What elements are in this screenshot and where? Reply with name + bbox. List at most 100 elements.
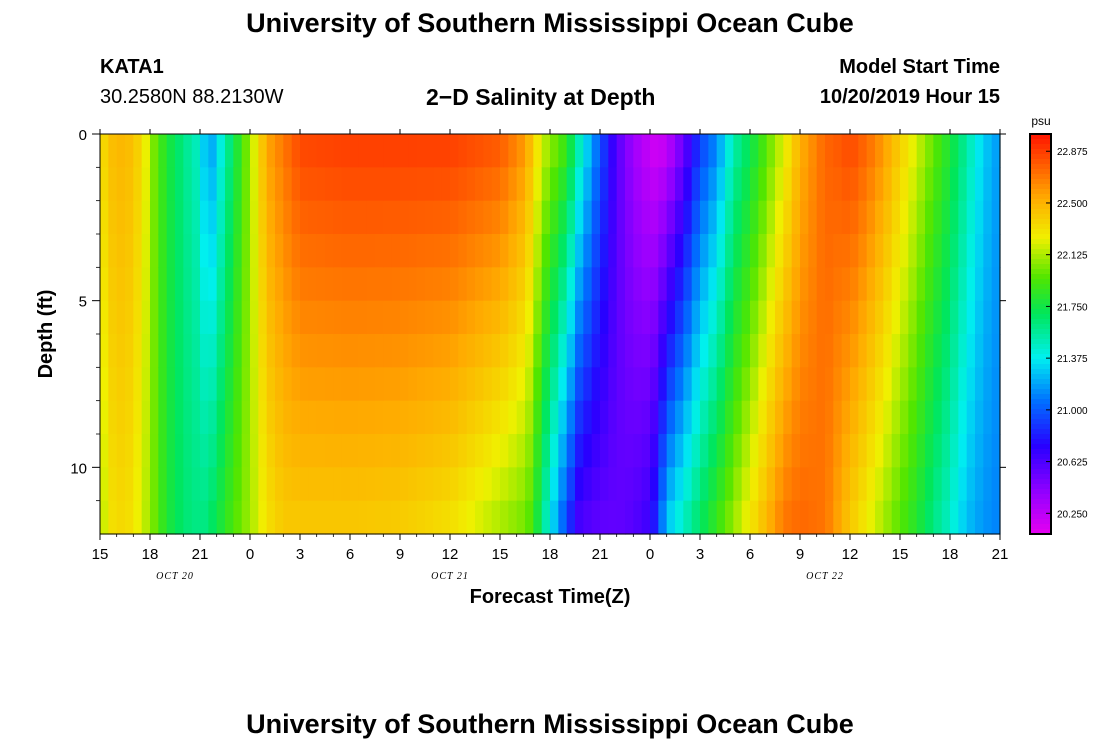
heatmap-cell — [916, 334, 926, 368]
heatmap-cell — [883, 200, 893, 235]
heatmap-cell — [775, 200, 784, 235]
heatmap-cell — [600, 500, 609, 535]
heatmap-cell — [850, 500, 859, 535]
heatmap-cell — [566, 334, 576, 368]
heatmap-cell — [450, 434, 459, 468]
model-start-value: 10/20/2019 Hour 15 — [819, 86, 1000, 108]
heatmap-cell — [466, 134, 476, 168]
heatmap-cell — [266, 200, 276, 235]
heatmap-cell — [616, 300, 626, 335]
colorbar-swatch — [1030, 139, 1051, 145]
heatmap-cell — [658, 167, 668, 202]
heatmap-cell — [883, 234, 893, 268]
heatmap-cell — [883, 167, 893, 202]
heatmap-cell — [525, 267, 534, 302]
heatmap-cell — [700, 134, 709, 168]
heatmap-cell — [983, 234, 993, 268]
heatmap-cell — [200, 500, 209, 535]
heatmap-cell — [208, 300, 218, 335]
heatmap-cell — [608, 400, 618, 435]
heatmap-cell — [525, 134, 534, 168]
heatmap-cell — [758, 267, 768, 302]
heatmap-cell — [866, 467, 876, 502]
heatmap-cell — [391, 167, 401, 202]
heatmap-cell — [733, 500, 743, 535]
heatmap-cell — [733, 300, 743, 335]
heatmap-cell — [350, 434, 359, 468]
heatmap-cell — [466, 334, 476, 368]
heatmap-cell — [400, 367, 409, 402]
heatmap-cell — [991, 500, 1001, 535]
heatmap-cell — [408, 467, 418, 502]
heatmap-cell — [266, 334, 276, 368]
heatmap-cell — [558, 434, 568, 468]
heatmap-cell — [900, 467, 909, 502]
heatmap-cell — [675, 400, 684, 435]
heatmap-cell — [316, 134, 326, 168]
heatmap-cell — [841, 467, 851, 502]
heatmap-cell — [591, 167, 601, 202]
heatmap-cell — [575, 334, 584, 368]
heatmap-cell — [508, 500, 518, 535]
colorbar-swatch — [1030, 474, 1051, 480]
colorbar-swatch — [1030, 339, 1051, 345]
heatmap-cell — [416, 234, 426, 268]
heatmap-cell — [383, 167, 393, 202]
heatmap-cell — [233, 300, 243, 335]
x-tick-label: 0 — [646, 546, 654, 563]
heatmap-cell — [608, 267, 618, 302]
heatmap-cell — [450, 400, 459, 435]
heatmap-cell — [141, 200, 151, 235]
heatmap-cell — [191, 434, 201, 468]
heatmap-cell — [541, 467, 551, 502]
heatmap-cell — [433, 467, 443, 502]
colorbar-swatch — [1030, 259, 1051, 265]
heatmap-cell — [241, 167, 251, 202]
heatmap-cell — [858, 234, 868, 268]
heatmap-cell — [300, 467, 309, 502]
heatmap-cell — [383, 200, 393, 235]
heatmap-cell — [558, 134, 568, 168]
heatmap-cell — [825, 267, 834, 302]
heatmap-cell — [550, 167, 559, 202]
colorbar-tick-label: 20.625 — [1057, 458, 1088, 469]
heatmap-cell — [408, 300, 418, 335]
heatmap-cell — [358, 500, 368, 535]
heatmap-cell — [941, 134, 951, 168]
heatmap-cell — [291, 200, 301, 235]
heatmap-cell — [908, 400, 918, 435]
heatmap-cell — [175, 400, 184, 435]
heatmap-cell — [133, 200, 143, 235]
heatmap-cell — [716, 167, 726, 202]
colorbar-swatch — [1030, 404, 1051, 410]
heatmap-cell — [875, 234, 884, 268]
heatmap-cell — [983, 500, 993, 535]
heatmap-cell — [941, 267, 951, 302]
heatmap-cell — [858, 267, 868, 302]
colorbar-swatch — [1030, 519, 1051, 525]
heatmap-cell — [641, 367, 651, 402]
heatmap-cell — [316, 200, 326, 235]
heatmap-cell — [233, 367, 243, 402]
heatmap-cell — [475, 300, 484, 335]
heatmap-cell — [216, 467, 226, 502]
heatmap-cell — [416, 367, 426, 402]
heatmap-cell — [125, 200, 134, 235]
heatmap-cell — [283, 367, 293, 402]
heatmap-cell — [125, 267, 134, 302]
heatmap-cell — [725, 400, 734, 435]
heatmap-cell — [325, 234, 334, 268]
heatmap-cell — [558, 200, 568, 235]
colorbar-swatch — [1030, 509, 1051, 515]
heatmap-cell — [400, 267, 409, 302]
heatmap-cell — [650, 400, 659, 435]
heatmap-cell — [916, 400, 926, 435]
colorbar-swatch — [1030, 414, 1051, 420]
heatmap-cell — [833, 134, 843, 168]
heatmap-cell — [716, 267, 726, 302]
colorbar-swatch — [1030, 529, 1051, 535]
heatmap-cell — [750, 134, 759, 168]
heatmap-cell — [166, 367, 176, 402]
colorbar-swatch — [1030, 229, 1051, 235]
heatmap-cell — [483, 234, 493, 268]
